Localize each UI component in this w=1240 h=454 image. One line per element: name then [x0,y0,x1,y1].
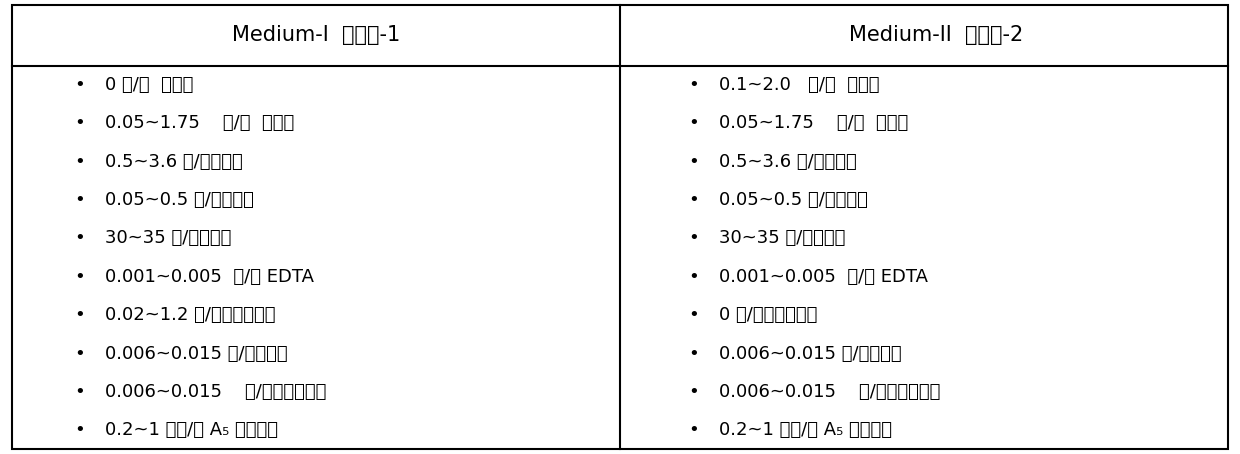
Text: 0.001~0.005  克/升 EDTA: 0.001~0.005 克/升 EDTA [719,268,929,286]
Text: 0 克/升  硢酸钓: 0 克/升 硢酸钓 [105,76,193,94]
Text: 0.006~0.015    克/升柠檬酸铁锒: 0.006~0.015 克/升柠檬酸铁锒 [719,383,941,401]
Text: 30~35 克/升氯化钓: 30~35 克/升氯化钓 [105,229,232,247]
Text: 0 克/升磷酸氢二钒: 0 克/升磷酸氢二钒 [719,306,817,324]
Text: •: • [688,306,699,324]
Text: 0.2~1 毫升/升 A₅ 微量元素: 0.2~1 毫升/升 A₅ 微量元素 [719,421,893,439]
Text: •: • [688,383,699,401]
Text: •: • [688,76,699,94]
Text: •: • [74,383,86,401]
Text: •: • [74,153,86,171]
Text: •: • [74,306,86,324]
Text: •: • [688,268,699,286]
Text: •: • [74,191,86,209]
Text: 30~35 克/升氯化钓: 30~35 克/升氯化钓 [719,229,846,247]
FancyBboxPatch shape [12,5,1228,449]
Text: 0.5~3.6 克/升碳酸钓: 0.5~3.6 克/升碳酸钓 [105,153,243,171]
Text: 0.05~1.75    克/升  硢酸钓: 0.05~1.75 克/升 硢酸钓 [719,114,909,133]
Text: 0.001~0.005  克/升 EDTA: 0.001~0.005 克/升 EDTA [105,268,315,286]
Text: 0.02~1.2 克/升磷酸氢二钒: 0.02~1.2 克/升磷酸氢二钒 [105,306,275,324]
Text: •: • [688,229,699,247]
Text: •: • [74,229,86,247]
Text: •: • [688,345,699,363]
Text: 0.2~1 毫升/升 A₅ 微量元素: 0.2~1 毫升/升 A₅ 微量元素 [105,421,279,439]
Text: 0.05~0.5 克/升氯化钓: 0.05~0.5 克/升氯化钓 [719,191,868,209]
Text: 0.05~0.5 克/升氯化钓: 0.05~0.5 克/升氯化钓 [105,191,254,209]
Text: •: • [74,345,86,363]
Text: 0.5~3.6 克/升碳酸钓: 0.5~3.6 克/升碳酸钓 [719,153,857,171]
Text: 0.006~0.015 克/升柠檬酸: 0.006~0.015 克/升柠檬酸 [719,345,901,363]
Text: •: • [74,268,86,286]
Text: 0.05~1.75    克/升  硢酸钓: 0.05~1.75 克/升 硢酸钓 [105,114,295,133]
Text: •: • [688,114,699,133]
Text: 0.006~0.015    克/升柠檬酸铁锒: 0.006~0.015 克/升柠檬酸铁锒 [105,383,327,401]
Text: 0.006~0.015 克/升柠檬酸: 0.006~0.015 克/升柠檬酸 [105,345,288,363]
Text: •: • [74,114,86,133]
Text: •: • [688,191,699,209]
Text: Medium-II  培养基-2: Medium-II 培养基-2 [849,25,1023,45]
Text: •: • [74,76,86,94]
Text: Medium-I  培养基-1: Medium-I 培养基-1 [232,25,401,45]
Text: •: • [688,153,699,171]
Text: 0.1~2.0   克/升  硢酸钓: 0.1~2.0 克/升 硢酸钓 [719,76,879,94]
Text: •: • [74,421,86,439]
Text: •: • [688,421,699,439]
